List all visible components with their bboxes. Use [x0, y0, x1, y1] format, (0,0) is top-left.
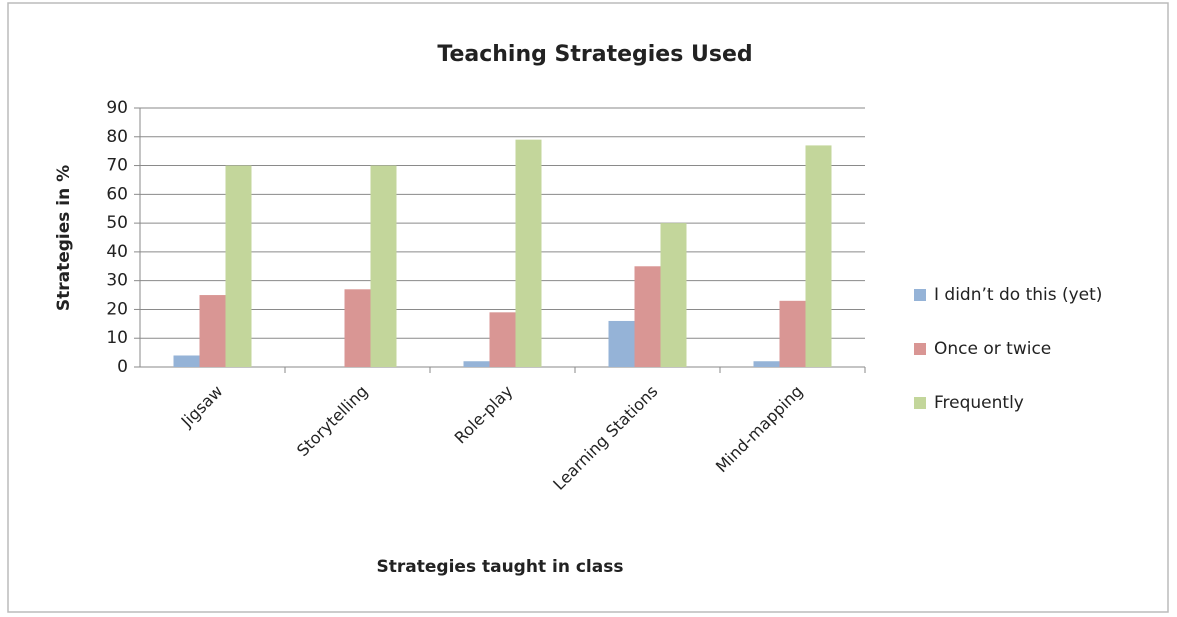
y-tick-label: 90	[106, 98, 128, 118]
y-axis-title: Strategies in %	[54, 165, 74, 311]
legend-swatch	[914, 289, 926, 301]
bar	[344, 289, 371, 367]
bar	[515, 139, 542, 367]
bar	[753, 361, 780, 367]
bar	[805, 145, 832, 367]
bar	[608, 320, 635, 367]
y-tick-label: 40	[106, 242, 128, 262]
bar	[779, 300, 806, 367]
bar	[463, 361, 490, 367]
bar	[225, 165, 252, 367]
y-tick-label: 70	[106, 156, 128, 176]
legend-label: Once or twice	[934, 339, 1051, 359]
bar	[634, 266, 661, 367]
bar	[199, 295, 226, 367]
bar	[660, 223, 687, 367]
legend-label: Frequently	[934, 393, 1024, 413]
y-tick-label: 10	[106, 328, 128, 348]
chart-title: Teaching Strategies Used	[437, 42, 752, 67]
bar	[173, 355, 200, 367]
bar	[489, 312, 516, 367]
legend-label: I didn’t do this (yet)	[934, 285, 1102, 305]
chart-frame	[7, 2, 1169, 613]
y-tick-label: 0	[117, 357, 128, 377]
bar	[370, 165, 397, 367]
y-tick-label: 50	[106, 213, 128, 233]
legend-swatch	[914, 343, 926, 355]
y-tick-label: 80	[106, 127, 128, 147]
x-axis-title: Strategies taught in class	[377, 557, 624, 577]
y-tick-label: 20	[106, 299, 128, 319]
y-tick-label: 30	[106, 271, 128, 291]
legend-swatch	[914, 397, 926, 409]
y-tick-label: 60	[106, 184, 128, 204]
